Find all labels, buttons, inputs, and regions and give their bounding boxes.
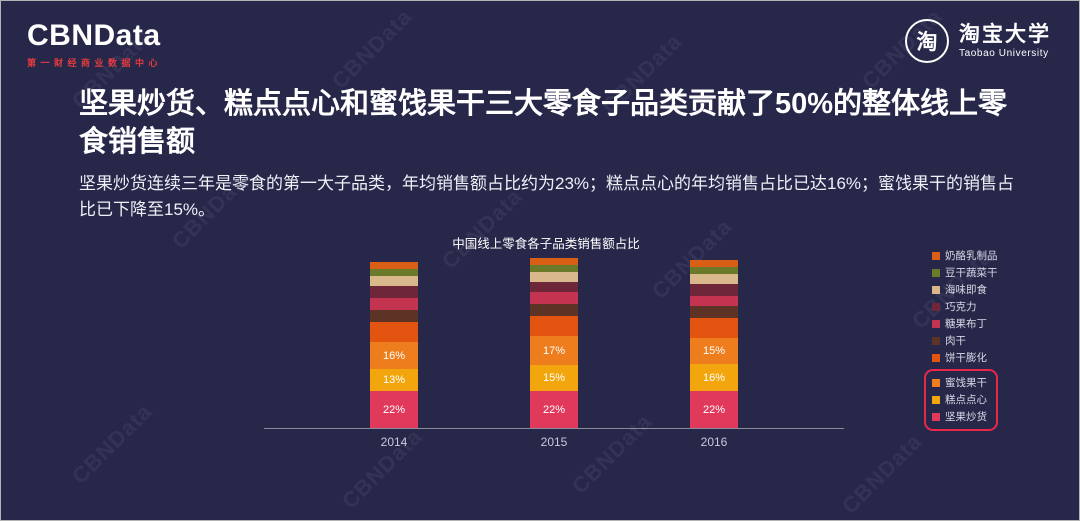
bar-segment-奶酪乳制品 <box>530 258 578 265</box>
bar-column: 22% 13% 16% 2014 <box>370 262 418 449</box>
bar-column: 22% 16% 15% 2016 <box>690 260 738 449</box>
bar-stack: 22% 15% 17% <box>530 258 578 428</box>
watermark-text: CBNData <box>66 398 157 489</box>
legend-item: 坚果炒货 <box>932 408 988 425</box>
bar-segment-巧克力 <box>530 282 578 292</box>
bar-segment-饼干膨化 <box>370 322 418 342</box>
bar-segment-蜜饯果干: 17% <box>530 336 578 365</box>
taobao-university-name-en: Taobao University <box>959 48 1049 60</box>
legend-label: 海味即食 <box>945 284 987 296</box>
legend-swatch <box>932 268 940 277</box>
legend-label: 奶酪乳制品 <box>945 250 998 262</box>
bar-segment-肉干 <box>530 304 578 316</box>
legend-item: 糕点点心 <box>932 391 988 408</box>
legend-item: 巧克力 <box>932 298 998 315</box>
bar-segment-坚果炒货: 22% <box>690 391 738 428</box>
bar-stack: 22% 13% 16% <box>370 262 418 428</box>
taobao-university-logo: 淘 淘宝大学 Taobao University <box>905 19 1051 63</box>
taobao-icon: 淘 <box>905 19 949 63</box>
legend-label: 糕点点心 <box>945 394 987 406</box>
cbndata-logo-text: CBNData <box>27 19 161 52</box>
watermark-text: CBNData <box>836 428 927 519</box>
legend-swatch <box>932 285 940 294</box>
legend-item: 肉干 <box>932 332 998 349</box>
legend-swatch <box>932 353 940 362</box>
legend-label: 蜜饯果干 <box>945 377 987 389</box>
bar-segment-豆干蔬菜干 <box>370 269 418 276</box>
bar-segment-糖果布丁 <box>690 296 738 306</box>
bar-segment-豆干蔬菜干 <box>690 267 738 274</box>
legend-item: 奶酪乳制品 <box>932 247 998 264</box>
legend-item: 海味即食 <box>932 281 998 298</box>
bar-segment-蜜饯果干: 15% <box>690 338 738 364</box>
bar-segment-海味即食 <box>690 274 738 284</box>
stacked-bar-plot: 22% 13% 16% 2014 22% 15% 17% 2015 22% 16% 15% 2016 <box>264 255 844 449</box>
bar-column: 22% 15% 17% 2015 <box>530 258 578 449</box>
legend-swatch <box>932 336 940 345</box>
x-axis-label: 2016 <box>700 435 728 449</box>
legend-label: 饼干膨化 <box>945 352 987 364</box>
watermark-text: CBNData <box>326 3 417 94</box>
bar-segment-糕点点心: 13% <box>370 369 418 391</box>
cbndata-logo-subtitle: 第一财经商业数据中心 <box>27 58 163 68</box>
bar-segment-糖果布丁 <box>530 292 578 304</box>
bar-segment-糖果布丁 <box>370 298 418 310</box>
bar-segment-海味即食 <box>530 272 578 282</box>
taobao-university-name: 淘宝大学 <box>959 22 1051 46</box>
bar-segment-饼干膨化 <box>530 316 578 336</box>
bar-segment-豆干蔬菜干 <box>530 265 578 272</box>
bar-segment-肉干 <box>370 310 418 322</box>
legend-swatch <box>932 378 940 387</box>
bar-segment-坚果炒货: 22% <box>370 391 418 428</box>
legend-item: 豆干蔬菜干 <box>932 264 998 281</box>
legend-item: 饼干膨化 <box>932 349 998 366</box>
cbndata-logo: CBNData 第一财经商业数据中心 <box>27 21 162 69</box>
bar-segment-饼干膨化 <box>690 318 738 338</box>
bar-segment-坚果炒货: 22% <box>530 391 578 428</box>
bar-segment-奶酪乳制品 <box>370 262 418 269</box>
taobao-university-names: 淘宝大学 Taobao University <box>959 23 1051 59</box>
legend-label: 肉干 <box>945 335 966 347</box>
bar-stack: 22% 16% 15% <box>690 260 738 428</box>
legend-label: 糖果布丁 <box>945 318 987 330</box>
bar-segment-巧克力 <box>690 284 738 296</box>
bar-segment-蜜饯果干: 16% <box>370 342 418 369</box>
legend-swatch <box>932 395 940 404</box>
legend-highlight-box: 蜜饯果干糕点点心坚果炒货 <box>924 369 998 431</box>
bar-segment-肉干 <box>690 306 738 318</box>
legend-swatch <box>932 251 940 260</box>
legend-swatch <box>932 319 940 328</box>
page-title: 坚果炒货、糕点点心和蜜饯果干三大零食子品类贡献了50%的整体线上零食销售额 <box>79 88 1008 159</box>
bar-segment-糕点点心: 15% <box>530 365 578 391</box>
chart-legend: 奶酪乳制品豆干蔬菜干海味即食巧克力糖果布丁肉干饼干膨化蜜饯果干糕点点心坚果炒货 <box>924 247 998 431</box>
bar-segment-糕点点心: 16% <box>690 364 738 391</box>
legend-swatch <box>932 412 940 421</box>
legend-label: 巧克力 <box>945 301 977 313</box>
legend-label: 坚果炒货 <box>945 411 987 423</box>
bar-segment-巧克力 <box>370 286 418 298</box>
legend-item: 糖果布丁 <box>932 315 998 332</box>
chart-title: 中国线上零食各子品类销售额占比 <box>452 237 640 251</box>
legend-label: 豆干蔬菜干 <box>945 267 998 279</box>
legend-swatch <box>932 302 940 311</box>
x-axis-label: 2015 <box>540 435 568 449</box>
legend-item: 蜜饯果干 <box>932 374 988 391</box>
bar-segment-海味即食 <box>370 276 418 286</box>
summary-text: 坚果炒货连续三年是零食的第一大子品类，年均销售额占比约为23%；糕点点心的年均销… <box>79 174 1015 220</box>
x-axis-label: 2014 <box>380 435 408 449</box>
bar-segment-奶酪乳制品 <box>690 260 738 267</box>
